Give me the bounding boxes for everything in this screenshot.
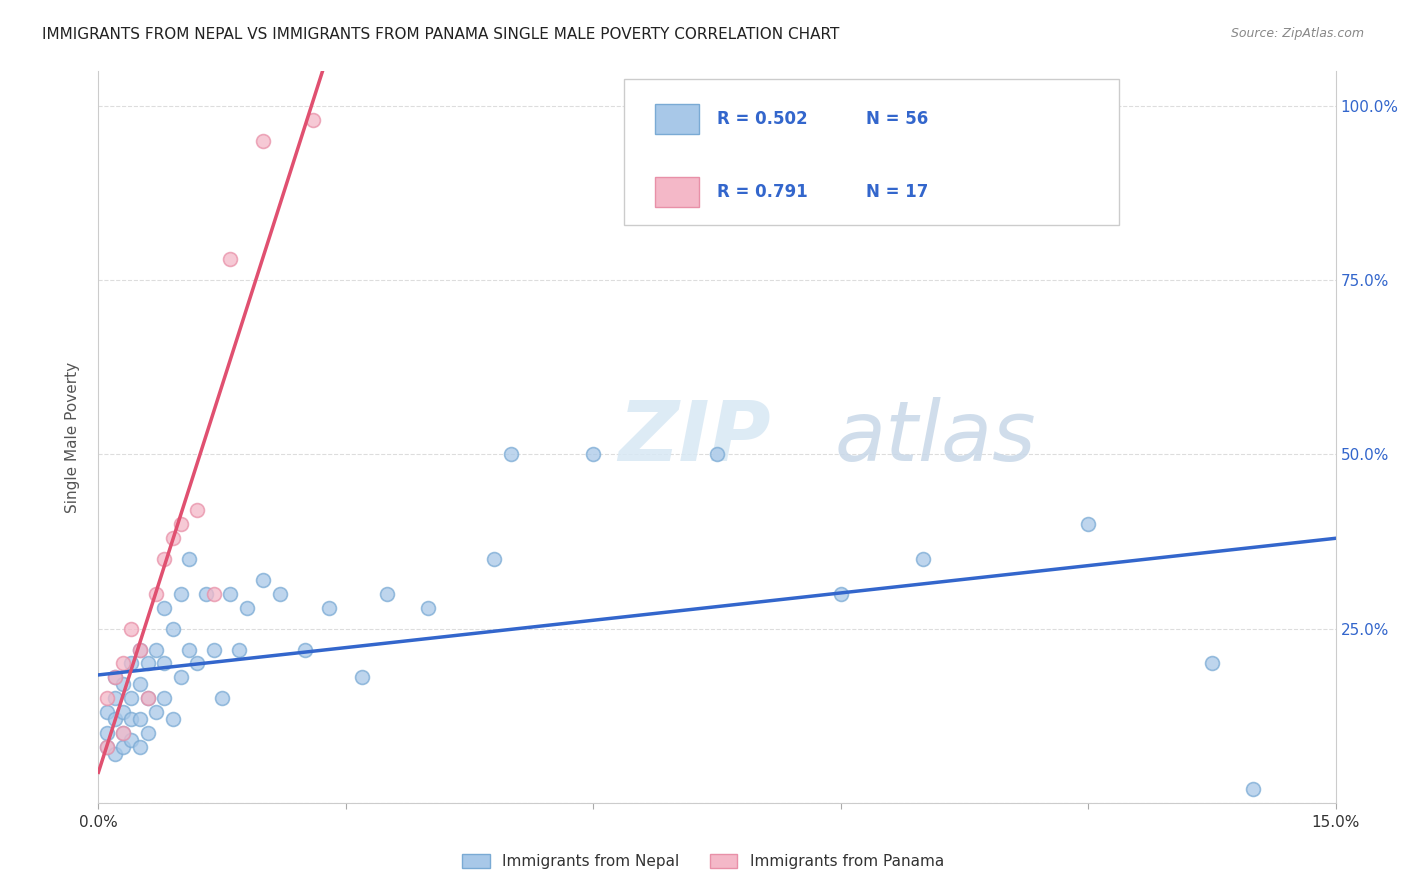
Point [120, 622, 142, 636]
Point [120, 733, 142, 747]
Point [252, 134, 274, 148]
Point [219, 252, 242, 267]
Point [104, 670, 127, 684]
Text: atlas: atlas [835, 397, 1036, 477]
Point [706, 448, 728, 462]
Point [112, 726, 135, 740]
Point [582, 448, 605, 462]
Point [211, 691, 233, 706]
Point [294, 642, 316, 657]
Point [252, 573, 274, 587]
Point [128, 642, 150, 657]
Point [145, 587, 167, 601]
Point [120, 712, 142, 726]
Point [112, 677, 135, 691]
Point [484, 552, 506, 566]
Point [153, 552, 176, 566]
Point [104, 670, 127, 684]
Point [153, 657, 176, 671]
Point [194, 587, 217, 601]
Point [219, 587, 242, 601]
Point [145, 705, 167, 719]
FancyBboxPatch shape [624, 78, 1119, 225]
Point [269, 587, 291, 601]
Point [96, 740, 118, 755]
Point [145, 642, 167, 657]
Point [112, 726, 135, 740]
Point [170, 517, 193, 532]
Point [162, 712, 184, 726]
Point [96, 740, 118, 755]
Point [120, 691, 142, 706]
Legend: Immigrants from Nepal, Immigrants from Panama: Immigrants from Nepal, Immigrants from P… [456, 848, 950, 875]
Point [1077, 517, 1099, 532]
Point [352, 670, 374, 684]
Text: N = 56: N = 56 [866, 110, 928, 128]
Point [120, 657, 142, 671]
Point [302, 113, 325, 128]
Point [318, 600, 340, 615]
Point [96, 691, 118, 706]
Text: R = 0.791: R = 0.791 [717, 183, 808, 201]
Point [112, 740, 135, 755]
Point [136, 657, 159, 671]
Point [830, 587, 852, 601]
Point [112, 705, 135, 719]
Point [1241, 781, 1264, 796]
Point [1201, 657, 1223, 671]
Point [202, 642, 225, 657]
Point [162, 622, 184, 636]
Text: Source: ZipAtlas.com: Source: ZipAtlas.com [1230, 27, 1364, 40]
Point [128, 740, 150, 755]
Text: R = 0.502: R = 0.502 [717, 110, 807, 128]
Text: N = 17: N = 17 [866, 183, 928, 201]
Point [375, 587, 398, 601]
Point [228, 642, 250, 657]
Point [170, 670, 193, 684]
Point [96, 726, 118, 740]
Point [136, 691, 159, 706]
Point [162, 531, 184, 545]
Point [136, 726, 159, 740]
Point [202, 587, 225, 601]
Point [136, 691, 159, 706]
Point [112, 657, 135, 671]
Point [236, 600, 259, 615]
Point [499, 448, 522, 462]
Point [153, 600, 176, 615]
Point [170, 587, 193, 601]
Point [179, 642, 201, 657]
Text: ZIP: ZIP [619, 397, 770, 477]
Point [96, 705, 118, 719]
Point [912, 552, 935, 566]
Point [104, 691, 127, 706]
Point [128, 677, 150, 691]
Y-axis label: Single Male Poverty: Single Male Poverty [65, 361, 80, 513]
Point [128, 712, 150, 726]
Point [153, 691, 176, 706]
Point [179, 552, 201, 566]
Bar [655, 104, 699, 134]
Point [186, 657, 208, 671]
Point [418, 600, 440, 615]
Text: IMMIGRANTS FROM NEPAL VS IMMIGRANTS FROM PANAMA SINGLE MALE POVERTY CORRELATION : IMMIGRANTS FROM NEPAL VS IMMIGRANTS FROM… [42, 27, 839, 42]
Point [104, 712, 127, 726]
Point [104, 747, 127, 761]
Bar [655, 178, 699, 207]
Point [186, 503, 208, 517]
Point [128, 642, 150, 657]
